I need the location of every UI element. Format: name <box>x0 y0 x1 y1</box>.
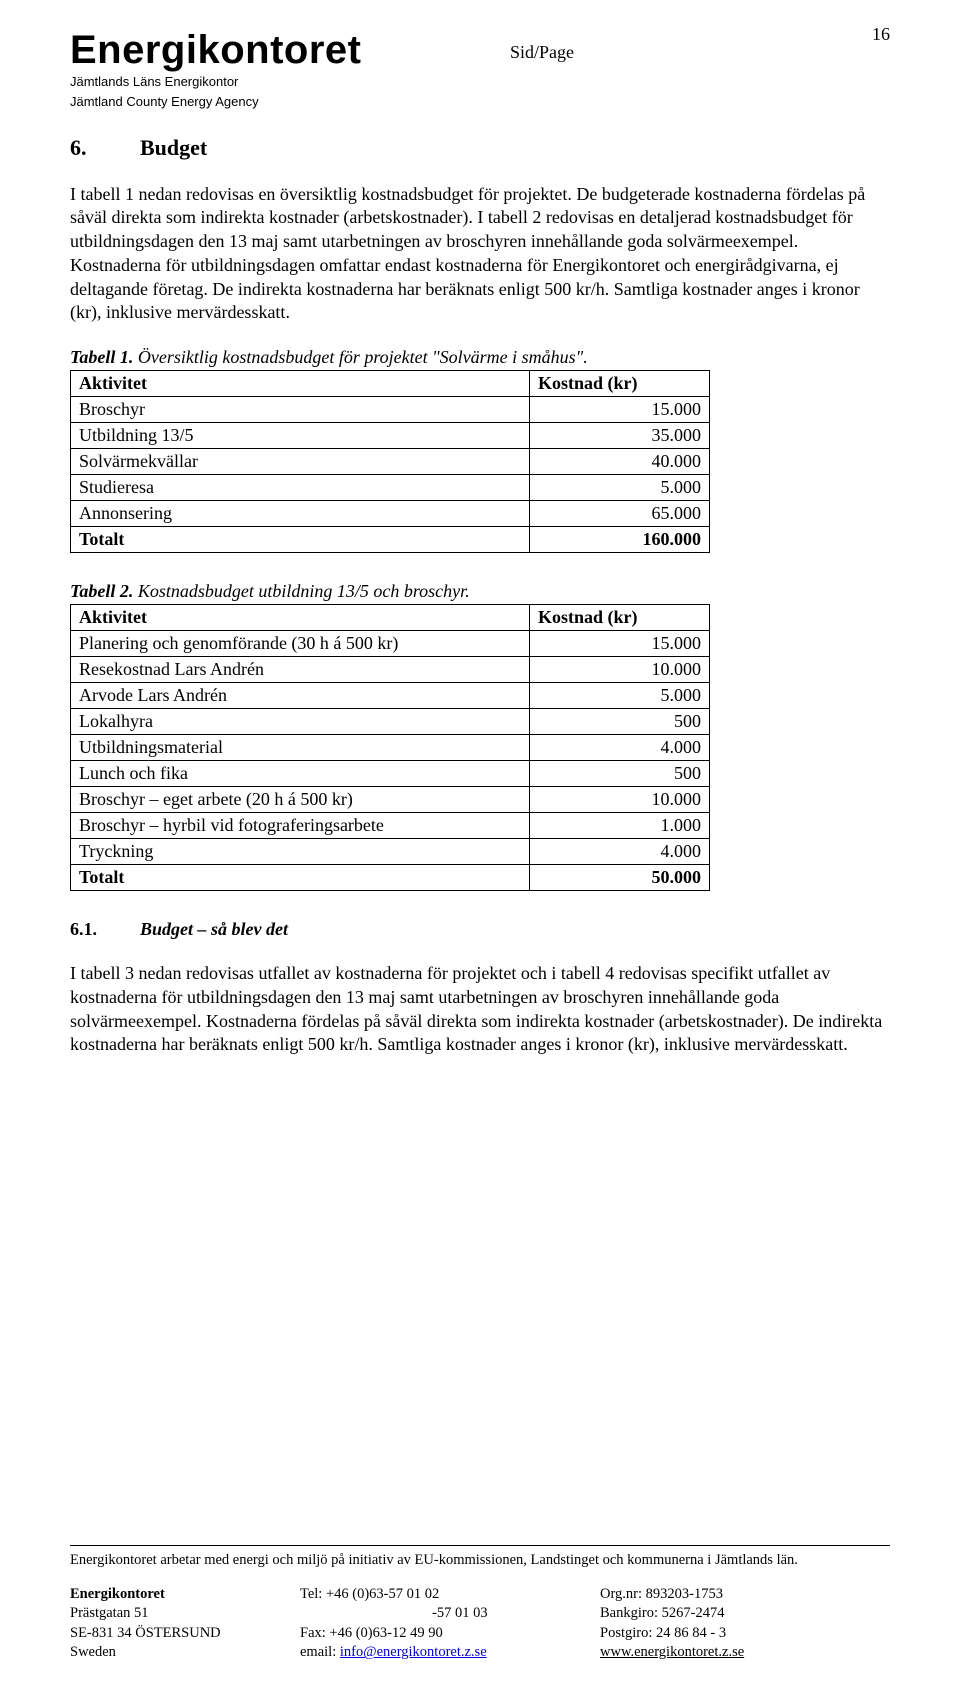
page-number: 16 <box>872 24 890 45</box>
table2-cell: 5.000 <box>530 683 710 709</box>
footer-country: Sweden <box>70 1643 300 1663</box>
table1-col-cost: Kostnad (kr) <box>530 371 710 397</box>
table2-cell: 15.000 <box>530 631 710 657</box>
footer-org-name: Energikontoret <box>70 1585 300 1605</box>
section-6-title: Budget <box>140 135 207 160</box>
logo-subline-2: Jämtland County Energy Agency <box>70 94 890 110</box>
table1-cell: 15.000 <box>530 397 710 423</box>
footer-email-line: email: info@energikontoret.z.se <box>300 1643 600 1663</box>
page-header: Energikontoret Jämtlands Läns Energikont… <box>70 30 890 111</box>
table2-cell: 500 <box>530 709 710 735</box>
section-6-paragraph: I tabell 1 nedan redovisas en översiktli… <box>70 183 890 326</box>
table2-cell: 4.000 <box>530 735 710 761</box>
table2-cell: Utbildningsmaterial <box>71 735 530 761</box>
table2-cell: Lokalhyra <box>71 709 530 735</box>
section-6-1-heading: 6.1.Budget – så blev det <box>70 919 890 940</box>
section-6-1-number: 6.1. <box>70 919 140 940</box>
table2-caption-rest: Kostnadsbudget utbildning 13/5 och brosc… <box>133 581 469 601</box>
section-6-heading: 6.Budget <box>70 135 890 161</box>
table2-cell: 500 <box>530 761 710 787</box>
table2-cell: Arvode Lars Andrén <box>71 683 530 709</box>
page-footer: Energikontoret arbetar med energi och mi… <box>70 1545 890 1663</box>
footer-fax: Fax: +46 (0)63-12 49 90 <box>300 1624 600 1644</box>
table1-cell: 35.000 <box>530 423 710 449</box>
table1-cell: Solvärmekvällar <box>71 449 530 475</box>
table2-col-cost: Kostnad (kr) <box>530 605 710 631</box>
table2: Aktivitet Kostnad (kr) Planering och gen… <box>70 604 710 891</box>
footer-email-link[interactable]: info@energikontoret.z.se <box>340 1644 487 1660</box>
table2-cell: 10.000 <box>530 657 710 683</box>
footer-bankgiro: Bankgiro: 5267-2474 <box>600 1604 850 1624</box>
section-6-1-paragraph: I tabell 3 nedan redovisas utfallet av k… <box>70 962 890 1057</box>
table1-caption: Tabell 1. Översiktlig kostnadsbudget för… <box>70 347 890 368</box>
footer-col-registration: Org.nr: 893203-1753 Bankgiro: 5267-2474 … <box>600 1585 850 1663</box>
footer-col-address: Energikontoret Prästgatan 51 SE-831 34 Ö… <box>70 1585 300 1663</box>
table1-total-value: 160.000 <box>530 527 710 553</box>
table2-col-activity: Aktivitet <box>71 605 530 631</box>
footer-tel1: Tel: +46 (0)63-57 01 02 <box>300 1585 600 1605</box>
table1-cell: 5.000 <box>530 475 710 501</box>
footer-email-label: email: <box>300 1644 340 1660</box>
table2-cell: Resekostnad Lars Andrén <box>71 657 530 683</box>
table2-cell: Lunch och fika <box>71 761 530 787</box>
footer-rule <box>70 1545 890 1546</box>
table1-cell: Annonsering <box>71 501 530 527</box>
logo-subline-1: Jämtlands Läns Energikontor <box>70 74 890 90</box>
table1-cell: 40.000 <box>530 449 710 475</box>
logo-text: Energikontoret <box>70 30 890 70</box>
table1-caption-rest: Översiktlig kostnadsbudget för projektet… <box>133 347 587 367</box>
table2-cell: 4.000 <box>530 839 710 865</box>
table2-caption: Tabell 2. Kostnadsbudget utbildning 13/5… <box>70 581 890 602</box>
footer-orgnr: Org.nr: 893203-1753 <box>600 1585 850 1605</box>
footer-postgiro: Postgiro: 24 86 84 - 3 <box>600 1624 850 1644</box>
table1-cell: Studieresa <box>71 475 530 501</box>
table2-cell: Broschyr – hyrbil vid fotograferingsarbe… <box>71 813 530 839</box>
footer-street: Prästgatan 51 <box>70 1604 300 1624</box>
table1: Aktivitet Kostnad (kr) Broschyr15.000 Ut… <box>70 370 710 553</box>
table2-cell: Tryckning <box>71 839 530 865</box>
table2-total-value: 50.000 <box>530 865 710 891</box>
table1-cell: Utbildning 13/5 <box>71 423 530 449</box>
table2-cell: 10.000 <box>530 787 710 813</box>
table2-cell: Broschyr – eget arbete (20 h á 500 kr) <box>71 787 530 813</box>
section-6-1-title: Budget – så blev det <box>140 919 288 939</box>
footer-tel2: -57 01 03 <box>300 1604 600 1624</box>
table2-caption-lead: Tabell 2. <box>70 581 133 601</box>
table2-cell: Planering och genomförande (30 h á 500 k… <box>71 631 530 657</box>
table1-cell: 65.000 <box>530 501 710 527</box>
sid-page-label: Sid/Page <box>510 42 574 63</box>
table1-total-label: Totalt <box>71 527 530 553</box>
table2-cell: 1.000 <box>530 813 710 839</box>
table2-total-label: Totalt <box>71 865 530 891</box>
footer-website-link[interactable]: www.energikontoret.z.se <box>600 1644 744 1660</box>
table1-caption-lead: Tabell 1. <box>70 347 133 367</box>
table1-col-activity: Aktivitet <box>71 371 530 397</box>
footer-statement: Energikontoret arbetar med energi och mi… <box>70 1552 890 1569</box>
section-6-number: 6. <box>70 135 140 161</box>
table1-cell: Broschyr <box>71 397 530 423</box>
footer-postal: SE-831 34 ÖSTERSUND <box>70 1624 300 1644</box>
footer-col-contact: Tel: +46 (0)63-57 01 02 -57 01 03 Fax: +… <box>300 1585 600 1663</box>
